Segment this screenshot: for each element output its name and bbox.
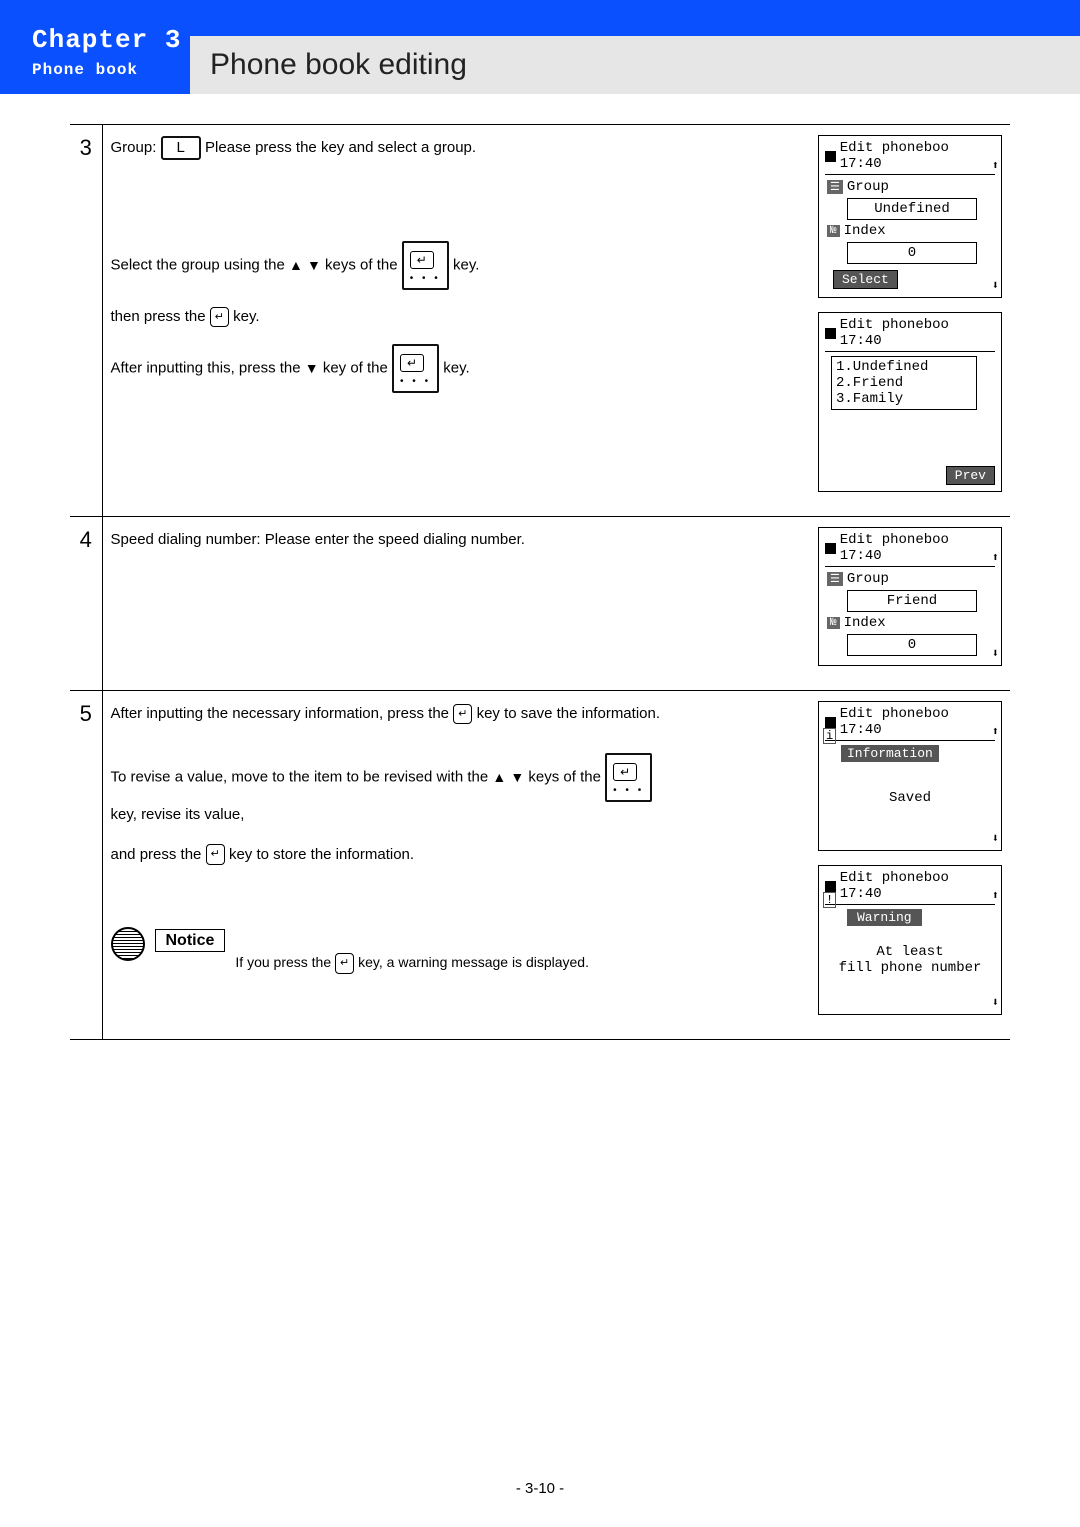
scroll-down-icon: ⬇ <box>992 995 999 1010</box>
lcd-screenshot: Edit phoneboo 17:40 ! Warning At least f… <box>818 865 1002 1015</box>
scroll-down-icon: ⬇ <box>992 646 999 661</box>
side-icon: i <box>823 728 836 744</box>
lcd-screenshot: Edit phoneboo 17:40 i Information Saved … <box>818 701 1002 851</box>
scroll-down-icon: ⬇ <box>992 278 999 293</box>
lcd-screenshot: Edit phoneboo 17:40 ☰Group Undefined №In… <box>818 135 1002 298</box>
index-value: 0 <box>847 242 977 264</box>
scroll-up-icon: ⬆ <box>992 550 999 565</box>
step-description: Speed dialing number: Please enter the s… <box>102 517 810 691</box>
warning-line2: fill phone number <box>825 960 995 976</box>
index-icon: № <box>827 225 840 237</box>
nav-key-icon: ↵• • • <box>402 241 449 291</box>
down-arrow-icon: ▼ <box>307 256 321 272</box>
select-button: Select <box>833 270 898 289</box>
index-value: 0 <box>847 634 977 656</box>
down-arrow-icon: ▼ <box>305 359 319 375</box>
info-banner: Information <box>841 745 939 762</box>
step-number: 4 <box>70 517 102 691</box>
nav-key-icon: ↵• • • <box>392 344 439 394</box>
step-number: 5 <box>70 691 102 1040</box>
lcd-screenshot: Edit phoneboo 17:40 1.Undefined 2.Friend… <box>818 312 1002 492</box>
group-icon: ☰ <box>827 572 843 586</box>
up-arrow-icon: ▲ <box>492 768 506 784</box>
notice-label: Notice <box>155 929 226 952</box>
group-value: Friend <box>847 590 977 612</box>
l-key-icon: L <box>161 136 201 160</box>
scroll-down-icon: ⬇ <box>992 831 999 846</box>
up-arrow-icon: ▲ <box>289 256 303 272</box>
lcd-screenshot: Edit phoneboo 17:40 ☰Group Friend №Index… <box>818 527 1002 666</box>
scroll-up-icon: ⬆ <box>992 724 999 739</box>
enter-key-icon: ↵ <box>210 307 229 328</box>
group-value: Undefined <box>847 198 977 220</box>
notice-icon <box>111 927 145 961</box>
warning-banner: Warning <box>847 909 922 926</box>
index-icon: № <box>827 617 840 629</box>
side-icon: ! <box>823 892 836 908</box>
down-arrow-icon: ▼ <box>510 768 524 784</box>
steps-table: 3 Group: L Please press the key and sele… <box>70 124 1010 1040</box>
step-number: 3 <box>70 125 102 517</box>
page-header: Chapter 3 Phone book Phone book editing <box>0 0 1080 94</box>
list-item: 1.Undefined <box>836 359 972 375</box>
page-title: Phone book editing <box>190 36 1080 94</box>
step-description: After inputting the necessary informatio… <box>102 691 810 1040</box>
chapter-label: Chapter 3 <box>32 25 190 55</box>
page-number: - 3-10 - <box>0 1480 1080 1497</box>
step-description: Group: L Please press the key and select… <box>102 125 810 517</box>
group-icon: ☰ <box>827 180 843 194</box>
saved-message: Saved <box>825 790 995 806</box>
nav-key-icon: ↵• • • <box>605 753 652 803</box>
prev-button: Prev <box>946 466 995 485</box>
scroll-up-icon: ⬆ <box>992 158 999 173</box>
list-item: 2.Friend <box>836 375 972 391</box>
scroll-up-icon: ⬆ <box>992 888 999 903</box>
enter-key-icon: ↵ <box>206 844 225 865</box>
enter-key-icon: ↵ <box>335 953 354 974</box>
section-label: Phone book <box>32 61 190 79</box>
warning-line1: At least <box>825 944 995 960</box>
list-item: 3.Family <box>836 391 972 407</box>
enter-key-icon: ↵ <box>453 704 472 725</box>
